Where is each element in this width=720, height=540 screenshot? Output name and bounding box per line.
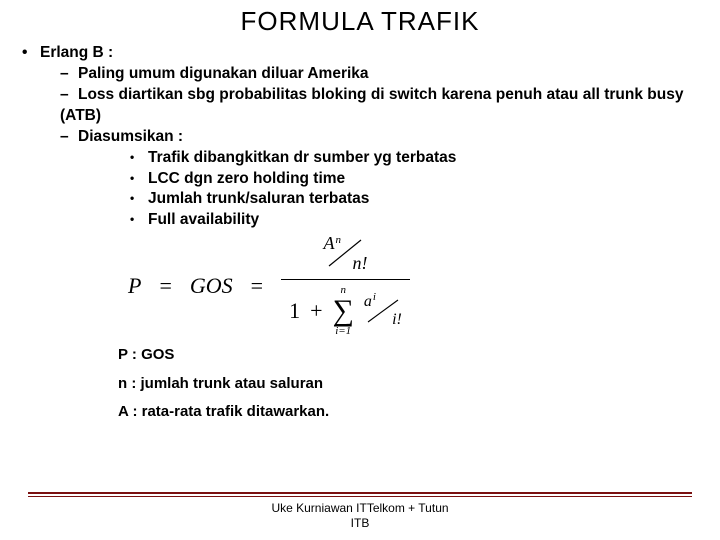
sigma: n ∑ i=1 — [333, 285, 354, 337]
var-gos: GOS — [190, 271, 233, 301]
def-p: P : GOS — [118, 341, 702, 370]
numerator: An n! — [295, 236, 395, 276]
equals-sign: = — [251, 271, 263, 301]
nfact: n! — [352, 254, 367, 272]
sub-item: Loss diartikan sbg probabilitas bloking … — [60, 85, 702, 127]
var-p: P — [128, 271, 141, 301]
footer: Uke Kurniawan ITTelkom + Tutun ITB — [0, 501, 720, 530]
def-a: A : rata-rata trafik ditawarkan. — [118, 398, 702, 427]
sub-item: Paling umum digunakan diluar Amerika — [60, 64, 702, 85]
assume-item: LCC dgn zero holding time — [130, 169, 702, 190]
content-block: Erlang B : Paling umum digunakan diluar … — [0, 37, 720, 427]
const-one: 1 — [289, 300, 300, 322]
sub-text: Loss diartikan sbg probabilitas bloking … — [60, 86, 683, 124]
assume-item: Jumlah trunk/saluran terbatas — [130, 189, 702, 210]
plus-sign: + — [310, 300, 322, 322]
equals-sign: = — [159, 271, 171, 301]
footer-line1: Uke Kurniawan ITTelkom + Tutun — [0, 501, 720, 515]
slide: FORMULA TRAFIK Erlang B : Paling umum di… — [0, 0, 720, 540]
definitions: P : GOS n : jumlah trunk atau saluran A … — [18, 341, 702, 427]
slash-fraction-ai: ai i! — [364, 296, 402, 326]
assume-item: Full availability — [130, 210, 702, 231]
sub-item: Diasumsikan : Trafik dibangkitkan dr sum… — [60, 127, 702, 232]
assume-text: Trafik dibangkitkan dr sumber yg terbata… — [148, 149, 456, 166]
assume-text: Jumlah trunk/saluran terbatas — [148, 190, 369, 207]
bullet-topic: Erlang B : Paling umum digunakan diluar … — [18, 43, 702, 231]
fraction-bar — [281, 279, 410, 280]
sub-text: Paling umum digunakan diluar Amerika — [78, 65, 369, 82]
fraction-main: An n! 1 + n ∑ i=1 ai — [281, 236, 410, 337]
sub-text: Diasumsikan : — [78, 128, 183, 145]
assume-item: Trafik dibangkitkan dr sumber yg terbata… — [130, 148, 702, 169]
slide-title: FORMULA TRAFIK — [0, 0, 720, 37]
ifact: i! — [392, 312, 402, 328]
sum-lower: i=1 — [335, 326, 351, 337]
denominator: 1 + n ∑ i=1 ai i! — [281, 283, 410, 337]
footer-rule — [28, 492, 692, 494]
def-n: n : jumlah trunk atau saluran — [118, 370, 702, 399]
footer-line2: ITB — [0, 516, 720, 530]
slash-fraction-an: An n! — [323, 236, 367, 270]
formula: P = GOS = An n! 1 + n ∑ — [128, 241, 702, 331]
assume-text: LCC dgn zero holding time — [148, 170, 345, 187]
footer-rule-thin — [28, 496, 692, 497]
assume-text: Full availability — [148, 211, 259, 228]
text-topic: Erlang B : — [40, 44, 113, 61]
sigma-symbol: ∑ — [333, 296, 354, 326]
